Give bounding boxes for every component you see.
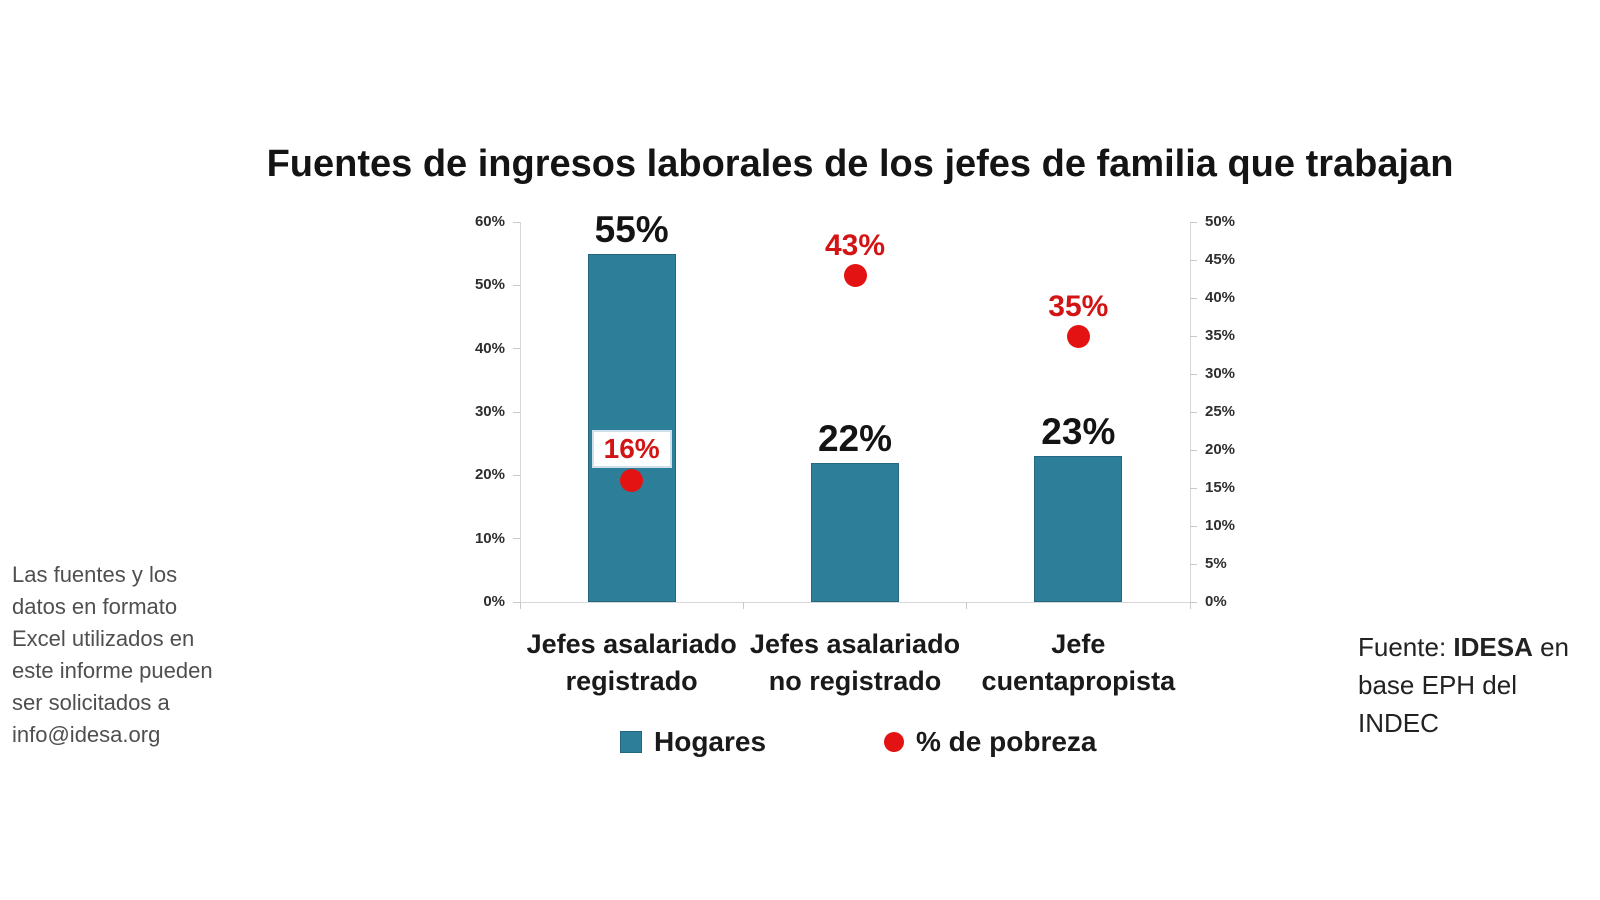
source-line3: INDEC (1358, 708, 1439, 738)
right-axis-label: 25% (1205, 403, 1236, 420)
right-axis-label: 0% (1205, 593, 1227, 610)
left-axis-tick (513, 348, 520, 350)
source-suffix: en (1532, 632, 1570, 662)
right-axis-tick (1190, 259, 1197, 261)
right-axis-tick (1190, 487, 1197, 489)
right-axis-label: 15% (1205, 479, 1236, 496)
left-axis-label: 0% (483, 593, 505, 610)
right-axis-label: 50% (1205, 213, 1236, 230)
left-axis-tick (513, 601, 520, 603)
right-axis-tick (1190, 297, 1197, 299)
right-axis-tick (1190, 373, 1197, 375)
legend-item-hogares: Hogares (620, 726, 767, 757)
category-label: Jefe cuentapropista (981, 629, 1176, 696)
left-axis-label: 40% (474, 339, 505, 357)
source-line1: Fuente: IDESA en (1358, 628, 1569, 666)
source-prefix: Fuente: (1358, 632, 1454, 662)
pobreza-value-label: 35% (1048, 290, 1109, 323)
category-boundary-tick (742, 602, 744, 609)
bar-value-label: 23% (1041, 411, 1116, 453)
right-axis-label: 35% (1205, 327, 1236, 344)
left-axis-label: 20% (474, 466, 505, 484)
legend-label-pobreza: % de pobreza (916, 726, 1097, 757)
legend-circle-icon (884, 732, 904, 752)
pobreza-dot (1066, 324, 1090, 348)
left-axis-label: 50% (474, 276, 505, 294)
left-axis-tick (513, 474, 520, 476)
left-axis-label: 10% (474, 529, 505, 547)
right-axis-tick (1190, 601, 1197, 603)
right-axis-tick (1190, 449, 1197, 451)
x-axis-line (520, 602, 1191, 603)
legend-label-hogares: Hogares (654, 726, 767, 757)
pobreza-label-box: 16% (591, 430, 672, 469)
source-note: Fuente: IDESA en base EPH del INDEC (1358, 628, 1569, 742)
right-axis-tick (1190, 563, 1197, 565)
right-axis-tick (1190, 525, 1197, 527)
left-axis-tick (513, 221, 520, 223)
legend-square-icon (620, 731, 642, 753)
left-axis-label: 30% (474, 403, 505, 420)
left-axis-tick (513, 284, 520, 286)
bar-hogares (811, 462, 899, 602)
right-axis-label: 30% (1205, 365, 1236, 382)
right-axis-tick (1190, 221, 1197, 223)
category-boundary-tick (966, 602, 968, 609)
left-axis-tick (513, 411, 520, 413)
category-label: Jefes asalariado registrado (526, 629, 737, 696)
right-axis-tick (1190, 335, 1197, 337)
pobreza-dot (620, 468, 644, 492)
left-note: Las fuentes y los datos en formato Excel… (12, 562, 213, 747)
bar-hogares (587, 253, 676, 602)
pobreza-value-label: 16% (552, 430, 712, 469)
left-axis-line (520, 222, 521, 602)
source-line2: base EPH del (1358, 670, 1517, 700)
bar-value-label: 22% (817, 417, 893, 459)
right-axis-tick (1190, 411, 1197, 413)
pobreza-dot (843, 263, 867, 287)
left-axis-tick (513, 538, 520, 540)
right-axis-label: 10% (1205, 517, 1236, 534)
bar-hogares (1034, 456, 1123, 602)
legend-item-pobreza: % de pobreza (884, 726, 1097, 757)
category-boundary-tick (519, 602, 521, 609)
source-org: IDESA (1453, 632, 1533, 662)
right-axis-label: 20% (1205, 441, 1236, 458)
chart-title: Fuentes de ingresos laborales de los jef… (266, 143, 1454, 185)
category-boundary-tick (1189, 602, 1191, 609)
left-axis-label: 60% (474, 213, 505, 230)
bar-value-label: 55% (594, 208, 669, 250)
right-axis-label: 45% (1205, 251, 1236, 268)
plot-area: 0% 10% 20% 30% 40% 50% 60% 0% 5% 10% 15% 20% 25% 30% 3… (475, 209, 1235, 696)
pobreza-value-label: 43% (824, 229, 886, 263)
right-axis-label: 40% (1205, 289, 1236, 306)
category-label: Jefes asalariado no registrado (749, 629, 961, 696)
right-axis-label: 5% (1205, 555, 1227, 572)
